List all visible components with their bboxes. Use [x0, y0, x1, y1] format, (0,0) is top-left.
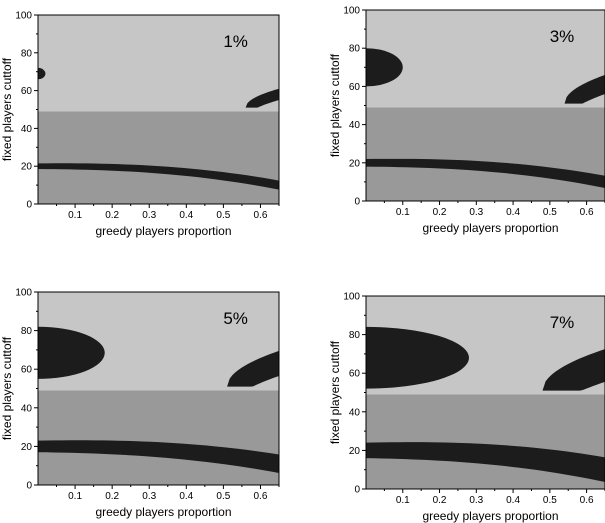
y-axis-label: fixed players cuttoff	[328, 340, 342, 444]
plot-area	[38, 15, 279, 204]
y-tick-label: 20	[21, 162, 33, 173]
panel-2: 0.1 0.2 0.3 0.4 0.5 0.6 0 20 40 60 80 100 greedy pla…	[328, 6, 605, 235]
top-left-region	[366, 326, 469, 389]
y-tick-label: 0	[354, 485, 360, 496]
y-tick-label: 20	[21, 442, 33, 453]
y-tick-label: 40	[349, 407, 361, 418]
x-tick-label: 0.3	[469, 495, 483, 506]
y-tick-label: 60	[349, 82, 361, 93]
top-right-region	[564, 74, 605, 104]
y-tick-label: 60	[21, 86, 33, 97]
x-tick-label: 0.2	[105, 210, 119, 221]
lower-band	[38, 163, 279, 190]
x-tick-label: 0.1	[68, 210, 82, 221]
plot-area	[366, 296, 605, 489]
y-tick-label: 0	[26, 481, 32, 492]
y-tick-label: 0	[26, 200, 32, 211]
x-tick-label: 0.4	[506, 207, 520, 218]
y-tick-label: 40	[21, 124, 33, 135]
x-tick-label: 0.3	[142, 210, 156, 221]
x-tick-label: 0.1	[396, 207, 410, 218]
y-axis-label: fixed players cuttoff	[328, 53, 342, 157]
top-right-region	[245, 88, 279, 108]
y-tick-label: 0	[354, 197, 360, 208]
lower-band	[38, 440, 279, 474]
y-tick-label: 60	[21, 365, 33, 376]
panel-1: 0.1 0.2 0.3 0.4 0.5 0.6 0 20 40 60 80 100 greedy pla…	[0, 11, 280, 238]
y-axis-label: fixed players cuttoff	[0, 57, 14, 161]
x-tick-label: 0.5	[543, 495, 557, 506]
x-tick-label: 0.3	[142, 491, 156, 502]
x-tick-label: 0.3	[469, 207, 483, 218]
lower-region	[366, 107, 605, 201]
y-tick-label: 40	[21, 403, 33, 414]
top-right-region	[542, 349, 605, 391]
x-tick-label: 0.6	[580, 495, 594, 506]
plot-area	[38, 292, 279, 485]
x-tick-label: 0.1	[396, 495, 410, 506]
lower-region	[38, 390, 279, 485]
x-axis-label: greedy players proportion	[422, 509, 558, 523]
panel-label: 5%	[223, 309, 248, 328]
panel-label: 3%	[550, 27, 575, 46]
y-tick-label: 80	[21, 48, 33, 59]
top-right-region	[227, 350, 279, 387]
x-axis-label: greedy players proportion	[95, 505, 231, 519]
x-axis-label: greedy players proportion	[95, 224, 231, 238]
top-left-region	[38, 326, 105, 379]
y-tick-label: 100	[15, 11, 32, 22]
x-tick-label: 0.5	[543, 207, 557, 218]
x-tick-label: 0.4	[179, 491, 193, 502]
upper-region	[38, 15, 279, 112]
top-left-region	[366, 48, 403, 87]
x-tick-label: 0.5	[216, 210, 230, 221]
x-tick-label: 0.6	[254, 210, 268, 221]
y-tick-label: 60	[349, 369, 361, 380]
top-left-region	[38, 67, 46, 80]
x-tick-label: 0.4	[179, 210, 193, 221]
lower-region	[38, 111, 279, 204]
x-tick-label: 0.2	[433, 495, 447, 506]
y-tick-label: 80	[349, 330, 361, 341]
x-tick-label: 0.2	[433, 207, 447, 218]
plot-area	[366, 10, 605, 201]
x-tick-label: 0.1	[68, 491, 82, 502]
y-axis-label: fixed players cuttoff	[0, 336, 14, 440]
x-tick-label: 0.5	[216, 491, 230, 502]
x-tick-label: 0.4	[506, 495, 520, 506]
panel-4: 0.1 0.2 0.3 0.4 0.5 0.6 0 20 40 60 80 100 greedy pla…	[328, 292, 605, 523]
y-tick-label: 100	[15, 288, 32, 299]
x-tick-label: 0.6	[580, 207, 594, 218]
x-axis-label: greedy players proportion	[422, 221, 558, 235]
y-tick-label: 40	[349, 120, 361, 131]
x-tick-label: 0.6	[254, 491, 268, 502]
y-tick-label: 20	[349, 446, 361, 457]
y-tick-label: 100	[343, 292, 360, 303]
y-tick-label: 80	[349, 44, 361, 55]
panel-label: 1%	[223, 32, 248, 51]
upper-region	[366, 10, 605, 108]
lower-band	[366, 442, 605, 483]
lower-band	[366, 158, 605, 189]
y-tick-label: 100	[343, 6, 360, 17]
panel-label: 7%	[550, 313, 575, 332]
y-tick-label: 20	[349, 158, 361, 169]
y-tick-label: 80	[21, 326, 33, 337]
x-tick-label: 0.2	[105, 491, 119, 502]
panel-3: 0.1 0.2 0.3 0.4 0.5 0.6 0 20 40 60 80 100 greedy pla…	[0, 288, 280, 519]
